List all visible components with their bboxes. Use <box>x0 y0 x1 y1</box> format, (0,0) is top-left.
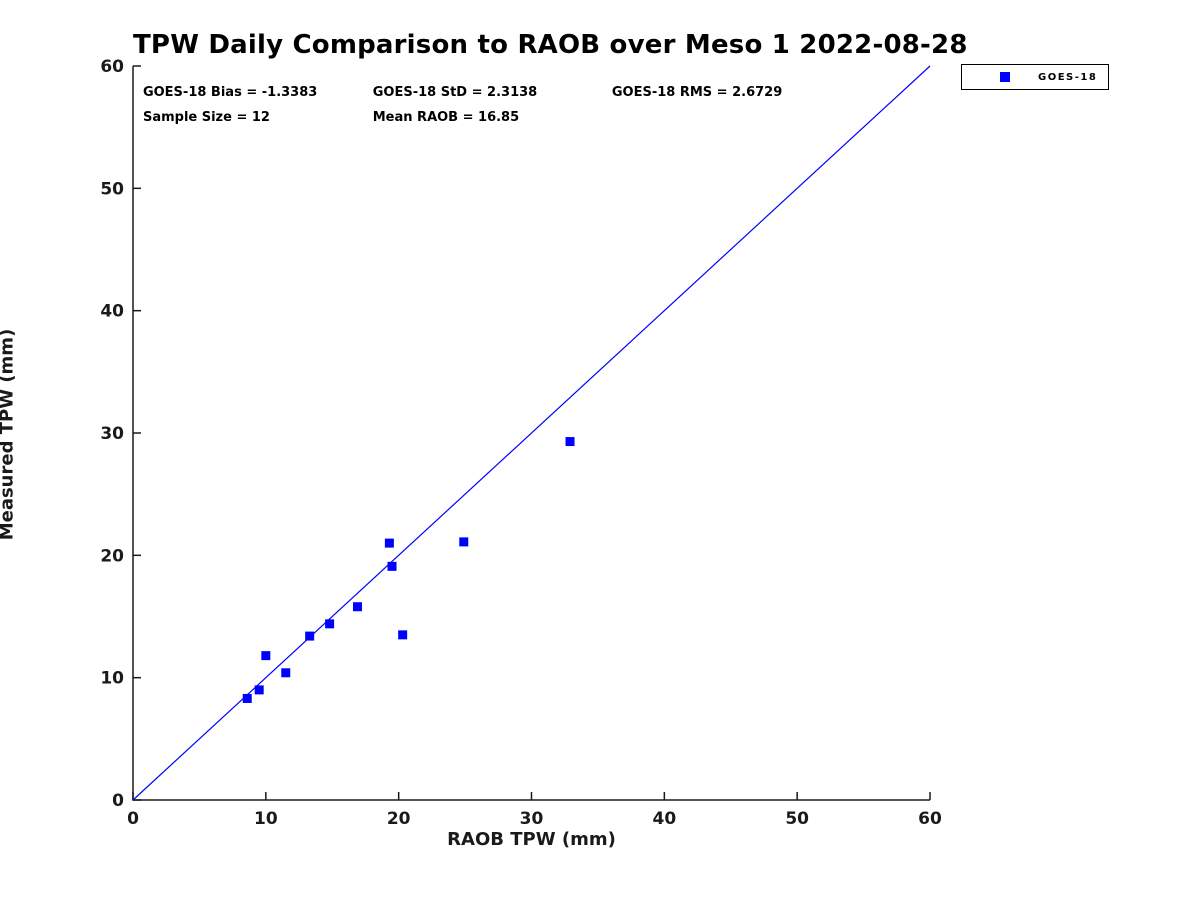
x-tick-label: 20 <box>387 809 411 829</box>
y-tick-label: 10 <box>100 669 124 689</box>
x-tick-label: 10 <box>254 809 278 829</box>
identity-line <box>132 65 931 801</box>
scatter-point <box>281 668 291 678</box>
scatter-point <box>254 685 264 695</box>
legend-square-marker-icon <box>1000 72 1010 82</box>
scatter-point <box>459 537 469 547</box>
stat-annotation: GOES-18 Bias = -1.3383 <box>143 85 317 100</box>
y-tick-label: 20 <box>100 546 124 566</box>
scatter-point <box>352 602 362 612</box>
x-tick-label: 30 <box>520 809 544 829</box>
stat-annotation: GOES-18 StD = 2.3138 <box>373 85 537 100</box>
y-tick-label: 50 <box>100 179 124 199</box>
scatter-point <box>384 538 394 548</box>
scatter-point <box>387 561 397 571</box>
scatter-point <box>325 619 335 629</box>
y-axis-label: Measured TPW (mm) <box>0 328 18 541</box>
scatter-point <box>565 437 575 447</box>
x-tick-label: 40 <box>652 809 676 829</box>
x-axis-label: RAOB TPW (mm) <box>447 829 616 850</box>
stat-annotation: Mean RAOB = 16.85 <box>373 110 519 125</box>
x-tick-label: 60 <box>918 809 942 829</box>
y-tick-label: 30 <box>100 424 124 444</box>
scatter-point <box>398 630 408 640</box>
scatter-point <box>261 651 271 661</box>
chart-title: TPW Daily Comparison to RAOB over Meso 1… <box>133 30 968 60</box>
legend-box: GOES-18 <box>961 64 1109 90</box>
stat-annotation: Sample Size = 12 <box>143 110 270 125</box>
legend-label: GOES-18 <box>1038 71 1098 83</box>
scatter-point <box>242 693 252 703</box>
y-tick-label: 40 <box>100 302 124 322</box>
x-tick-label: 50 <box>785 809 809 829</box>
scatter-point <box>305 631 315 641</box>
stat-annotation: GOES-18 RMS = 2.6729 <box>612 85 782 100</box>
y-tick-label: 0 <box>112 791 124 811</box>
y-tick-label: 60 <box>100 57 124 77</box>
x-tick-label: 0 <box>127 809 139 829</box>
